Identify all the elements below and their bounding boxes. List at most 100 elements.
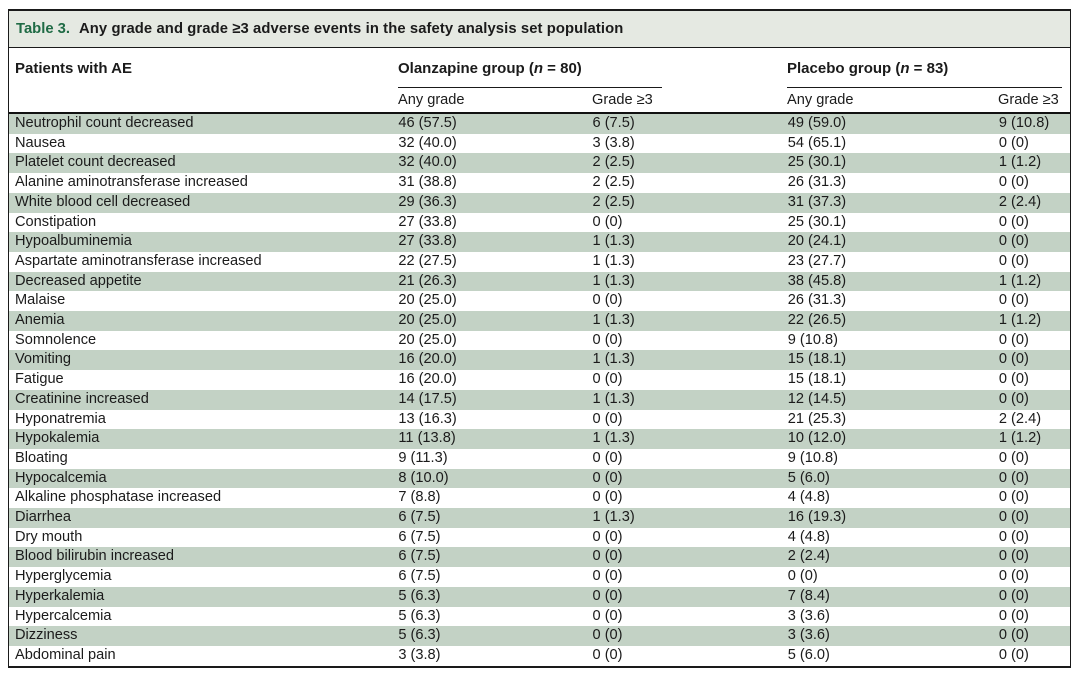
olanzapine-any-grade-cell: 31 (38.8) [398, 174, 457, 191]
ae-name-cell: Hypocalcemia [15, 469, 107, 486]
group-olz-prefix: Olanzapine group ( [398, 59, 534, 77]
olanzapine-any-grade-cell: 6 (7.5) [398, 509, 441, 526]
olanzapine-grade-ge3-cell: 0 (0) [592, 528, 623, 545]
subheader-olanzapine-any-grade: Any grade [398, 92, 465, 108]
placebo-any-grade-cell: 26 (31.3) [787, 174, 847, 191]
placebo-grade-ge3-cell: 0 (0) [998, 331, 1029, 348]
placebo-any-grade-cell: 2 (2.4) [787, 548, 830, 565]
table-row: Hyponatremia 13 (16.3) 0 (0) 21 (25.3) 2… [9, 410, 1070, 430]
placebo-any-grade-cell: 5 (6.0) [787, 646, 830, 663]
placebo-any-grade-cell: 10 (12.0) [787, 430, 847, 447]
placebo-any-grade-cell: 21 (25.3) [787, 410, 847, 427]
olanzapine-any-grade-cell: 6 (7.5) [398, 548, 441, 565]
placebo-any-grade-cell: 4 (4.8) [787, 489, 830, 506]
ae-name-cell: Hyponatremia [15, 410, 106, 427]
placebo-any-grade-cell: 31 (37.3) [787, 193, 847, 210]
olanzapine-any-grade-cell: 14 (17.5) [398, 390, 457, 407]
ae-name-cell: Blood bilirubin increased [15, 548, 175, 565]
ae-name-cell: Fatigue [15, 371, 64, 388]
table-row: Abdominal pain 3 (3.8) 0 (0) 5 (6.0) 0 (… [9, 646, 1070, 666]
placebo-grade-ge3-cell: 0 (0) [998, 469, 1029, 486]
ae-name-cell: Aspartate aminotransferase increased [15, 252, 262, 269]
placebo-any-grade-cell: 15 (18.1) [787, 371, 847, 388]
table-row: Alanine aminotransferase increased 31 (3… [9, 173, 1070, 193]
olanzapine-grade-ge3-cell: 0 (0) [592, 587, 623, 604]
olanzapine-any-grade-cell: 8 (10.0) [398, 469, 449, 486]
table-row: Creatinine increased 14 (17.5) 1 (1.3) 1… [9, 389, 1070, 410]
group-header-placebo: Placebo group (n = 83) [787, 48, 1069, 88]
ae-name-cell: Decreased appetite [15, 272, 142, 289]
placebo-grade-ge3-cell: 0 (0) [998, 509, 1029, 526]
olanzapine-any-grade-cell: 5 (6.3) [398, 627, 441, 644]
table-row: Hypoalbuminemia 27 (33.8) 1 (1.3) 20 (24… [9, 232, 1070, 252]
placebo-any-grade-cell: 20 (24.1) [787, 233, 847, 250]
olanzapine-grade-ge3-cell: 2 (2.5) [592, 193, 635, 210]
placebo-any-grade-cell: 38 (45.8) [787, 272, 847, 289]
table-caption: Table 3. Any grade and grade ≥3 adverse … [9, 11, 1070, 48]
placebo-any-grade-cell: 12 (14.5) [787, 390, 847, 407]
table-row: Anemia 20 (25.0) 1 (1.3) 22 (26.5) 1 (1.… [9, 311, 1070, 331]
olanzapine-grade-ge3-cell: 0 (0) [592, 410, 623, 427]
olanzapine-any-grade-cell: 20 (25.0) [398, 331, 457, 348]
placebo-grade-ge3-cell: 2 (2.4) [998, 410, 1042, 427]
ae-name-cell: Vomiting [15, 351, 71, 368]
table-row: Bloating 9 (11.3) 0 (0) 9 (10.8) 0 (0) [9, 449, 1070, 469]
placebo-grade-ge3-cell: 0 (0) [998, 449, 1029, 466]
ae-name-cell: Abdominal pain [15, 646, 116, 663]
olanzapine-any-grade-cell: 13 (16.3) [398, 410, 457, 427]
table-title: Any grade and grade ≥3 adverse events in… [79, 21, 624, 37]
olanzapine-any-grade-cell: 32 (40.0) [398, 154, 457, 171]
table-row: Dry mouth 6 (7.5) 0 (0) 4 (4.8) 0 (0) [9, 528, 1070, 548]
group-header-olanzapine-label: Olanzapine group (n = 80) [398, 60, 582, 77]
placebo-any-grade-cell: 54 (65.1) [787, 134, 847, 151]
ae-name-cell: White blood cell decreased [15, 193, 191, 210]
table-row: Hypokalemia 11 (13.8) 1 (1.3) 10 (12.0) … [9, 429, 1070, 449]
olanzapine-any-grade-cell: 5 (6.3) [398, 587, 441, 604]
adverse-events-table: Neutrophil count decreased 46 (57.5) 6 (… [9, 114, 1070, 666]
olanzapine-grade-ge3-cell: 1 (1.3) [592, 509, 635, 526]
ae-name-cell: Diarrhea [15, 509, 71, 526]
ae-name-cell: Malaise [15, 292, 66, 309]
placebo-any-grade-cell: 5 (6.0) [787, 469, 830, 486]
placebo-any-grade-cell: 15 (18.1) [787, 351, 847, 368]
ae-name-cell: Somnolence [15, 331, 97, 348]
olanzapine-grade-ge3-cell: 3 (3.8) [592, 134, 635, 151]
olanzapine-any-grade-cell: 16 (20.0) [398, 351, 457, 368]
column-header-patients-with-ae: Patients with AE [15, 59, 132, 77]
table-row: Hypocalcemia 8 (10.0) 0 (0) 5 (6.0) 0 (0… [9, 468, 1070, 489]
adverse-events-table-body: Neutrophil count decreased 46 (57.5) 6 (… [9, 114, 1070, 666]
olanzapine-any-grade-cell: 5 (6.3) [398, 607, 441, 624]
table-row: Malaise 20 (25.0) 0 (0) 26 (31.3) 0 (0) [9, 291, 1070, 311]
group-olz-suffix: = 80) [543, 59, 582, 77]
placebo-grade-ge3-cell: 0 (0) [998, 371, 1029, 388]
ae-name-cell: Anemia [15, 312, 65, 329]
placebo-any-grade-cell: 0 (0) [787, 568, 818, 585]
placebo-any-grade-cell: 25 (30.1) [787, 154, 847, 171]
olanzapine-grade-ge3-cell: 2 (2.5) [592, 154, 635, 171]
olanzapine-grade-ge3-cell: 1 (1.3) [592, 430, 635, 447]
table-row: Diarrhea 6 (7.5) 1 (1.3) 16 (19.3) 0 (0) [9, 508, 1070, 528]
placebo-any-grade-cell: 25 (30.1) [787, 213, 847, 230]
ae-name-cell: Bloating [15, 449, 68, 466]
placebo-grade-ge3-cell: 0 (0) [998, 351, 1029, 368]
group-olz-n: n [533, 59, 544, 77]
placebo-any-grade-cell: 22 (26.5) [787, 312, 847, 329]
placebo-any-grade-cell: 4 (4.8) [787, 528, 830, 545]
table-header-subcolumns: Any grade Grade ≥3 Any grade Grade ≥3 [9, 88, 1070, 114]
placebo-grade-ge3-cell: 1 (1.2) [998, 272, 1042, 289]
olanzapine-grade-ge3-cell: 0 (0) [592, 292, 623, 309]
placebo-grade-ge3-cell: 0 (0) [998, 627, 1029, 644]
placebo-grade-ge3-cell: 0 (0) [998, 587, 1029, 604]
placebo-grade-ge3-cell: 0 (0) [998, 489, 1029, 506]
ae-name-cell: Constipation [15, 213, 97, 230]
table-row: Aspartate aminotransferase increased 22 … [9, 252, 1070, 272]
group-header-olanzapine: Olanzapine group (n = 80) [398, 48, 787, 88]
ae-name-cell: Dizziness [15, 627, 78, 644]
placebo-any-grade-cell: 23 (27.7) [787, 252, 847, 269]
olanzapine-any-grade-cell: 9 (11.3) [398, 449, 448, 466]
placebo-any-grade-cell: 3 (3.6) [787, 627, 830, 644]
ae-name-cell: Neutrophil count decreased [15, 115, 194, 131]
table-row: Nausea 32 (40.0) 3 (3.8) 54 (65.1) 0 (0) [9, 134, 1070, 154]
placebo-grade-ge3-cell: 0 (0) [998, 390, 1029, 407]
